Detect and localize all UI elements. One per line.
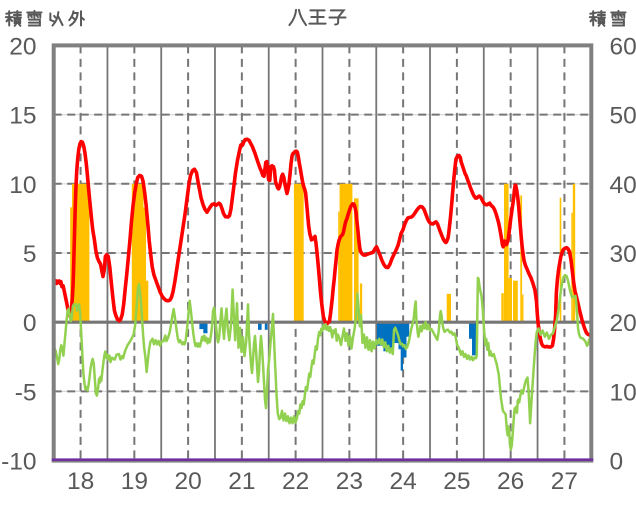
svg-text:0: 0 bbox=[23, 310, 37, 337]
svg-text:0: 0 bbox=[610, 449, 624, 476]
svg-text:23: 23 bbox=[336, 468, 363, 495]
svg-text:25: 25 bbox=[443, 468, 470, 495]
svg-text:18: 18 bbox=[67, 468, 94, 495]
svg-text:27: 27 bbox=[551, 468, 578, 495]
svg-text:-10: -10 bbox=[1, 449, 36, 476]
svg-text:40: 40 bbox=[610, 172, 636, 199]
svg-text:26: 26 bbox=[497, 468, 524, 495]
svg-text:20: 20 bbox=[174, 468, 201, 495]
svg-text:30: 30 bbox=[610, 241, 636, 268]
svg-text:20: 20 bbox=[9, 33, 36, 60]
svg-text:24: 24 bbox=[390, 468, 417, 495]
svg-text:5: 5 bbox=[23, 241, 37, 268]
svg-text:15: 15 bbox=[9, 103, 36, 130]
svg-text:21: 21 bbox=[228, 468, 255, 495]
svg-text:22: 22 bbox=[282, 468, 309, 495]
svg-text:60: 60 bbox=[610, 33, 636, 60]
svg-text:50: 50 bbox=[610, 103, 636, 130]
svg-text:19: 19 bbox=[121, 468, 148, 495]
svg-text:10: 10 bbox=[610, 379, 636, 406]
svg-text:20: 20 bbox=[610, 310, 636, 337]
svg-text:10: 10 bbox=[9, 172, 36, 199]
svg-text:-5: -5 bbox=[15, 379, 37, 406]
